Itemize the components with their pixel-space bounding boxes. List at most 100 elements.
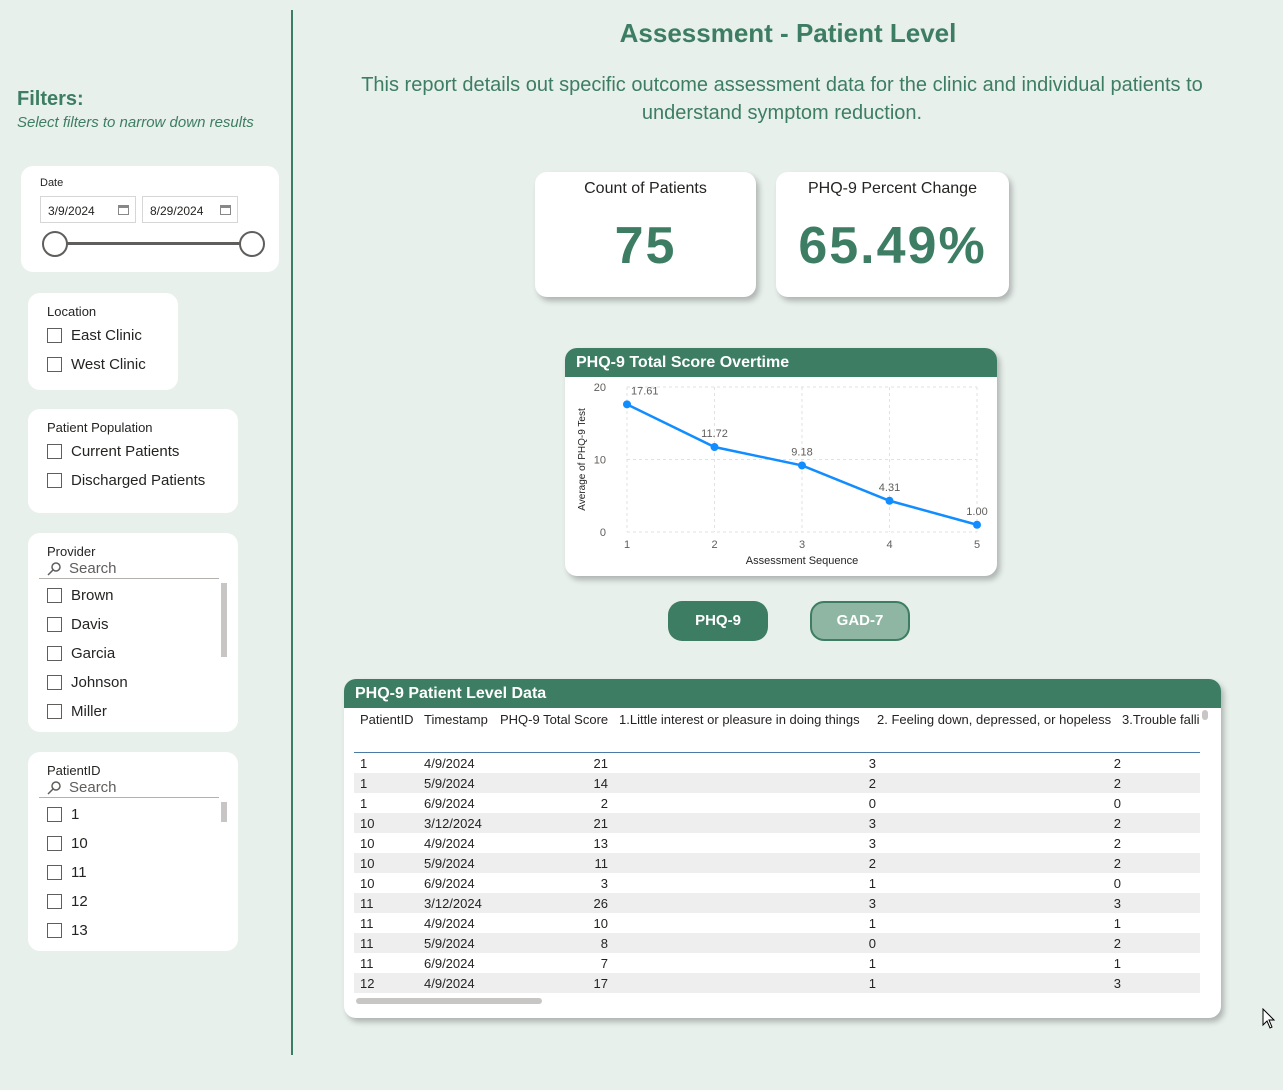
table-cell: 6/9/2024	[424, 796, 475, 811]
table-row[interactable]: 11 6/9/2024 7 1 1	[354, 953, 1200, 973]
table-row[interactable]: 1 6/9/2024 2 0 0	[354, 793, 1200, 813]
table-cell: 26	[593, 896, 608, 911]
provider-item[interactable]: Garcia	[47, 639, 238, 668]
table-cell: 21	[593, 756, 608, 771]
provider-item[interactable]: Johnson	[47, 668, 238, 697]
x-tick-label: 2	[711, 539, 717, 551]
table-row[interactable]: 11 3/12/2024 26 3 3	[354, 893, 1200, 913]
provider-search-input[interactable]: Search	[39, 559, 219, 579]
gad7-toggle-button[interactable]: GAD-7	[810, 601, 910, 641]
provider-scrollbar[interactable]	[221, 583, 227, 657]
patientid-item[interactable]: 12	[47, 887, 238, 916]
calendar-icon[interactable]	[220, 205, 231, 215]
end-date-value: 8/29/2024	[150, 204, 204, 218]
table-cell: 7	[600, 956, 608, 971]
table-cell: 2	[868, 856, 876, 871]
page-title: Assessment - Patient Level	[619, 18, 957, 48]
data-point	[798, 461, 806, 470]
table-cell: 6/9/2024	[424, 876, 475, 891]
checkbox[interactable]	[47, 357, 62, 372]
table-cell: 4/9/2024	[424, 756, 475, 771]
location-item[interactable]: East Clinic	[47, 321, 178, 350]
patientid-item[interactable]: 1	[47, 800, 238, 829]
start-date-value: 3/9/2024	[48, 204, 95, 218]
end-date-input[interactable]: 8/29/2024	[142, 196, 238, 223]
column-header[interactable]: Timestamp	[424, 712, 488, 727]
population-item-label: Current Patients	[71, 443, 180, 460]
column-header[interactable]: 1.Little interest or pleasure in doing t…	[619, 712, 860, 727]
checkbox[interactable]	[47, 923, 62, 938]
column-header[interactable]: PatientID	[360, 712, 414, 727]
checkbox[interactable]	[47, 704, 62, 719]
table-row[interactable]: 10 6/9/2024 3 1 0	[354, 873, 1200, 893]
table-row[interactable]: 10 3/12/2024 21 3 2	[354, 813, 1200, 833]
start-date-input[interactable]: 3/9/2024	[40, 196, 136, 223]
count-of-patients-card: Count of Patients 75	[535, 172, 756, 297]
table-cell: 12	[360, 976, 375, 991]
population-item[interactable]: Discharged Patients	[47, 466, 238, 495]
table-row[interactable]: 10 4/9/2024 13 3 2	[354, 833, 1200, 853]
table-cell: 8	[600, 936, 608, 951]
patientid-item[interactable]: 10	[47, 829, 238, 858]
population-item-label: Discharged Patients	[71, 472, 206, 489]
search-icon	[47, 780, 63, 796]
filters-subtitle: Select filters to narrow down results	[17, 114, 254, 131]
patient-level-table-card: PHQ-9 Patient Level Data PatientID Timest…	[344, 679, 1221, 1018]
table-cell: 11	[360, 896, 374, 911]
table-cell: 3	[1113, 896, 1121, 911]
column-header[interactable]: PHQ-9 Total Score	[500, 712, 609, 727]
calendar-icon[interactable]	[118, 205, 129, 215]
table-cell: 5/9/2024	[424, 856, 475, 871]
table-cell: 3	[600, 876, 608, 891]
checkbox[interactable]	[47, 588, 62, 603]
table-cell: 1	[868, 956, 876, 971]
provider-item[interactable]: Brown	[47, 581, 238, 610]
date-slider-end-handle[interactable]	[239, 231, 265, 257]
table-row[interactable]: 12 4/9/2024 17 1 3	[354, 973, 1200, 993]
phq9-line-chart: 0 10 20 1 2 3 4 5 17.61 11.72 9.18 4.31 1.00 Assessme…	[577, 382, 988, 567]
patientid-item[interactable]: 13	[47, 916, 238, 945]
patient-slicer-title: PatientID	[47, 763, 101, 778]
x-tick-label: 4	[886, 539, 892, 551]
provider-item-label: Davis	[71, 616, 109, 633]
patientid-item[interactable]: 11	[47, 858, 238, 887]
date-slider-start-handle[interactable]	[42, 231, 68, 257]
checkbox[interactable]	[47, 444, 62, 459]
table-cell: 6/9/2024	[424, 956, 475, 971]
population-item[interactable]: Current Patients	[47, 437, 238, 466]
table-vertical-scrollbar[interactable]	[1202, 710, 1208, 720]
patient-scrollbar[interactable]	[221, 802, 227, 822]
table-cell: 10	[593, 916, 608, 931]
phq9-toggle-button[interactable]: PHQ-9	[668, 601, 768, 641]
date-slider-track[interactable]	[55, 242, 252, 245]
checkbox[interactable]	[47, 894, 62, 909]
column-header[interactable]: 2. Feeling down, depressed, or hopeless	[877, 712, 1112, 727]
column-header[interactable]: 3.Trouble falli	[1122, 712, 1200, 727]
checkbox[interactable]	[47, 617, 62, 632]
table-row[interactable]: 11 5/9/2024 8 0 2	[354, 933, 1200, 953]
table-horizontal-scrollbar[interactable]	[356, 998, 542, 1004]
checkbox[interactable]	[47, 836, 62, 851]
checkbox[interactable]	[47, 865, 62, 880]
checkbox[interactable]	[47, 646, 62, 661]
table-row[interactable]: 10 5/9/2024 11 2 2	[354, 853, 1200, 873]
checkbox[interactable]	[47, 807, 62, 822]
checkbox[interactable]	[47, 473, 62, 488]
table-header: PatientID Timestamp PHQ-9 Total Score 1.Lit…	[354, 710, 1200, 753]
table-cell: 11	[360, 916, 374, 931]
provider-item-label: Brown	[71, 587, 114, 604]
provider-item[interactable]: Davis	[47, 610, 238, 639]
table-cell: 3	[868, 896, 876, 911]
patientid-item-label: 12	[71, 893, 88, 910]
table-row[interactable]: 1 4/9/2024 21 3 2	[354, 753, 1200, 773]
count-value: 75	[614, 217, 677, 275]
checkbox[interactable]	[47, 328, 62, 343]
table-row[interactable]: 1 5/9/2024 14 2 2	[354, 773, 1200, 793]
provider-item[interactable]: Miller	[47, 697, 238, 726]
provider-item-label: Miller	[71, 703, 107, 720]
table-cell: 2	[868, 776, 876, 791]
location-item[interactable]: West Clinic	[47, 350, 178, 379]
patient-search-input[interactable]: Search	[39, 778, 219, 798]
checkbox[interactable]	[47, 675, 62, 690]
table-row[interactable]: 11 4/9/2024 10 1 1	[354, 913, 1200, 933]
